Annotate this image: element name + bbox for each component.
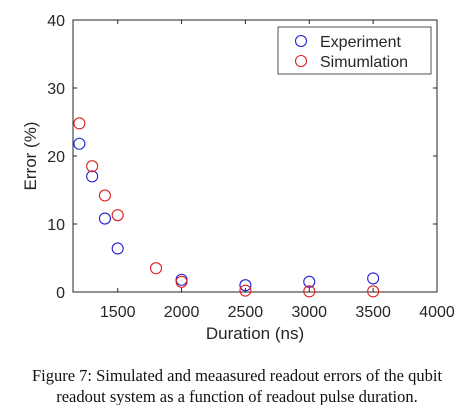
data-point-experiment: [303, 275, 316, 288]
data-point-simumlation: [111, 209, 124, 222]
legend-marker: [294, 34, 308, 48]
data-point-simumlation: [303, 285, 316, 298]
x-tick-label: 3000: [291, 304, 327, 321]
data-point-simumlation: [239, 284, 252, 297]
legend-label: Experiment: [320, 34, 401, 51]
x-tick-label: 4000: [419, 304, 455, 321]
data-point-simumlation: [367, 285, 380, 298]
figure-caption-line-2: readout system as a function of readout …: [56, 387, 418, 405]
data-point-simumlation: [175, 275, 188, 288]
data-point-experiment: [86, 170, 99, 183]
y-tick-label: 40: [47, 13, 65, 30]
data-point-experiment: [367, 272, 380, 285]
x-axis-label: Duration (ns): [206, 324, 304, 343]
data-point-simumlation: [73, 117, 86, 130]
data-point-experiment: [73, 137, 86, 150]
y-axis-label: Error (%): [21, 122, 40, 191]
data-point-experiment: [98, 212, 111, 225]
x-tick-label: 3500: [355, 304, 391, 321]
legend-marker: [294, 54, 308, 68]
y-tick-label: 20: [47, 149, 65, 166]
scatter-chart: 1500 2000 2500 3000 3500 4000 0 10 20 30 40 Duratio…: [21, 13, 455, 343]
data-point-simumlation: [86, 160, 99, 173]
x-tick-label: 1500: [100, 304, 136, 321]
data-point-simumlation: [149, 262, 163, 275]
x-tick-label: 2500: [228, 304, 264, 321]
y-tick-label: 10: [47, 217, 65, 234]
data-point-simumlation: [98, 189, 111, 202]
y-tick-label: 30: [47, 81, 65, 98]
figure-caption-line-1: Figure 7: Simulated and meaasured readou…: [31, 366, 443, 385]
legend-label: Simumlation: [320, 54, 408, 71]
data-point-experiment: [111, 242, 124, 255]
data-point-experiment: [239, 279, 252, 292]
y-tick-label: 0: [56, 285, 65, 302]
x-tick-label: 2000: [164, 304, 200, 321]
